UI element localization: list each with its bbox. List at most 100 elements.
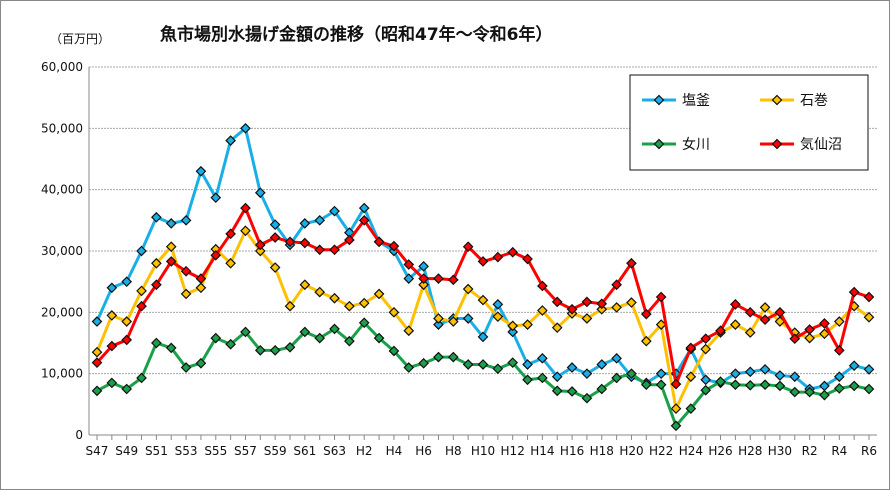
data-point (522, 253, 533, 265)
x-tick-label: R4 (831, 444, 847, 458)
data-point (418, 260, 429, 272)
data-point (151, 337, 162, 349)
data-point (759, 379, 771, 391)
data-point (180, 214, 192, 226)
data-point (700, 333, 712, 345)
data-point (225, 338, 236, 350)
y-tick-label: 10,000 (41, 367, 83, 381)
data-point (284, 300, 296, 312)
x-tick-label: H8 (445, 444, 462, 458)
data-point (744, 306, 756, 318)
data-point (240, 202, 251, 214)
data-point (730, 319, 741, 330)
y-tick-label: 20,000 (41, 305, 83, 319)
data-point (537, 280, 548, 292)
data-point (774, 380, 786, 392)
data-point (507, 320, 519, 332)
data-point (240, 225, 251, 237)
data-point (833, 371, 845, 383)
data-point (329, 292, 340, 304)
x-tick-label: S53 (175, 444, 198, 458)
data-point (596, 383, 608, 395)
data-point (388, 240, 400, 252)
data-point (863, 291, 875, 303)
data-point (358, 202, 370, 214)
data-point (715, 325, 726, 337)
data-point (685, 371, 697, 383)
data-point (299, 279, 311, 291)
data-point (151, 279, 162, 291)
data-point (165, 256, 177, 267)
data-point (833, 345, 845, 356)
data-point (655, 368, 667, 380)
data-point (566, 362, 578, 373)
data-point (537, 372, 548, 384)
data-point (373, 236, 385, 248)
data-point (611, 302, 622, 313)
data-point (195, 273, 207, 284)
data-point (403, 273, 415, 284)
data-point (106, 340, 118, 352)
data-point (507, 246, 519, 258)
data-point (121, 276, 133, 288)
legend-marker (771, 94, 783, 106)
data-point (522, 359, 533, 370)
legend-marker (653, 94, 665, 106)
x-tick-label: H18 (590, 444, 614, 458)
x-tick-label: H14 (530, 444, 554, 458)
legend-marker (653, 138, 665, 150)
data-point (314, 214, 326, 226)
data-point (91, 346, 103, 358)
data-point (314, 332, 326, 344)
data-point (581, 313, 593, 324)
data-point (789, 386, 801, 398)
data-point (596, 359, 608, 370)
data-point (388, 345, 400, 357)
data-point (136, 285, 147, 297)
data-point (210, 332, 222, 344)
data-point (136, 372, 147, 384)
data-point (121, 334, 133, 346)
data-point (596, 303, 608, 315)
data-point (551, 371, 563, 383)
x-tick-label: H12 (501, 444, 525, 458)
data-point (418, 273, 429, 284)
data-point (240, 326, 251, 338)
y-tick-label: 50,000 (41, 121, 83, 135)
data-point (715, 376, 726, 387)
data-point (225, 135, 236, 146)
data-point (551, 322, 563, 334)
data-point (418, 279, 429, 291)
data-point (195, 165, 207, 177)
data-point (744, 327, 756, 338)
data-point (373, 332, 385, 344)
y-tick-label: 60,000 (41, 60, 83, 74)
data-point (685, 403, 697, 414)
data-point (611, 352, 622, 364)
data-point (819, 389, 830, 401)
data-point (522, 319, 533, 330)
x-tick-label: R2 (802, 444, 818, 458)
y-tick-label: 0 (75, 428, 83, 442)
legend-box (629, 74, 869, 171)
data-point (640, 308, 652, 320)
data-point (759, 364, 771, 375)
data-point (358, 317, 370, 329)
data-point (477, 256, 489, 267)
x-tick-label: S61 (293, 444, 316, 458)
data-point (433, 351, 444, 363)
data-point (492, 311, 504, 322)
data-point (537, 305, 548, 316)
data-point (136, 245, 147, 257)
data-point (774, 306, 786, 318)
x-tick-label: R6 (861, 444, 877, 458)
data-point (195, 357, 207, 369)
data-point (863, 364, 875, 375)
data-point (403, 259, 415, 270)
legend-label: 気仙沼 (800, 137, 842, 153)
data-point (581, 368, 593, 380)
data-point (477, 294, 489, 306)
x-tick-label: S47 (86, 444, 109, 458)
data-point (418, 357, 429, 369)
